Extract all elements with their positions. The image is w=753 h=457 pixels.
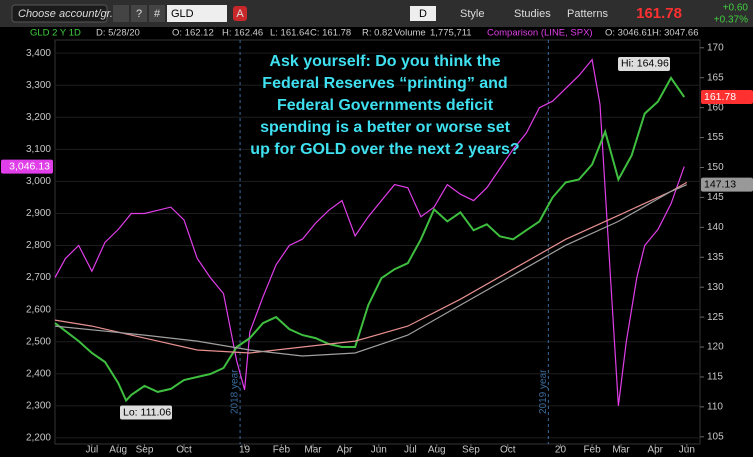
y2-tick-label: 155 [707, 132, 724, 143]
last-price: 161.78 [636, 5, 682, 22]
period-box[interactable] [410, 6, 436, 21]
x-tick-label: Mar [304, 445, 322, 456]
x-tick-label: Feb [583, 445, 601, 456]
y-tick-label: 2,500 [26, 336, 51, 347]
y-tick-label: 3,300 [26, 80, 51, 91]
y-tick-label: 3,000 [26, 176, 51, 187]
y2-tick-label: 110 [707, 402, 723, 413]
y-tick-label: 3,400 [26, 48, 51, 59]
annotation: Federal Governments deficit [277, 97, 494, 114]
plot-border [54, 39, 701, 445]
x-tick-label: Aug [428, 445, 446, 456]
annotation: Ask yourself: Do you think the [269, 53, 500, 70]
y-tick-label: 2,300 [26, 400, 51, 411]
x-tick-label: Jun [371, 445, 387, 456]
series-line [54, 184, 688, 357]
y-tick-label: 2,400 [26, 368, 51, 379]
spx-tag-box [1, 159, 53, 174]
ma-tag: 147.13 [704, 178, 736, 190]
series-line [54, 181, 688, 354]
x-tick-label: Sep [136, 445, 154, 456]
patterns-button[interactable]: Patterns [567, 8, 608, 20]
y-tick-label: 3,100 [26, 144, 51, 155]
hash-button[interactable] [149, 5, 165, 22]
info-field: Comparison (LINE, SPX) [487, 28, 593, 39]
info-field: D: 5/28/20 [96, 28, 140, 39]
x-tick-label: Feb [273, 445, 291, 456]
alert-button[interactable] [233, 6, 247, 21]
ma-tag-box [701, 177, 753, 192]
link-button[interactable] [113, 5, 129, 22]
alert[interactable]: A [236, 8, 244, 20]
annotation: spending is a better or worse set [260, 119, 511, 136]
info-field: O: 162.12 [172, 28, 214, 39]
y2-tick-label: 150 [707, 162, 724, 173]
lo-label-box [120, 405, 172, 420]
spx-tag: 3,046.13 [9, 160, 50, 172]
y2-tick-label: 170 [707, 42, 724, 53]
hash[interactable]: # [154, 8, 161, 20]
change-pct: +0.37% [714, 15, 748, 26]
x-tick-label: 20 [555, 445, 567, 456]
help[interactable]: ? [136, 8, 142, 20]
y-tick-label: 2,600 [26, 304, 51, 315]
lo-label: Lo: 111.06 [123, 406, 171, 418]
year-label: 2019 year [538, 369, 549, 414]
info-field: O: 3046.61 [605, 28, 652, 39]
x-tick-label: Jul [85, 445, 98, 456]
symbol[interactable]: GLD [171, 8, 194, 20]
studies-button[interactable]: Studies [514, 8, 551, 20]
y2-tick-label: 125 [707, 312, 724, 323]
x-tick-label: Apr [647, 445, 663, 456]
year-label: 2018 year [230, 369, 241, 414]
change: +0.60 [723, 3, 749, 14]
y2-tick-label: 105 [707, 431, 724, 442]
last-tag-box [701, 89, 753, 104]
y2-tick-label: 130 [707, 282, 724, 293]
y-tick-label: 3,200 [26, 112, 51, 123]
x-tick-label: Oct [176, 445, 192, 456]
x-tick-label: Jul [404, 445, 417, 456]
y-tick-label: 2,200 [26, 433, 51, 444]
info-field: L: 161.64 [270, 28, 310, 39]
y-tick-label: 2,900 [26, 208, 51, 219]
x-tick-label: Jun [679, 445, 695, 456]
symbol-box[interactable] [167, 5, 227, 22]
style-button[interactable]: Style [460, 8, 484, 20]
hi-label: Hi: 164.96 [621, 58, 669, 70]
series-line [54, 76, 686, 403]
last-tag: 161.78 [704, 91, 736, 103]
x-tick-label: Aug [109, 445, 127, 456]
x-tick-label: 19 [239, 445, 251, 456]
x-tick-label: Apr [337, 445, 353, 456]
info-field: C: 161.78 [310, 28, 351, 39]
account[interactable]: Choose account/gr... [18, 8, 119, 20]
y2-tick-label: 135 [707, 252, 724, 263]
y2-tick-label: 165 [707, 72, 724, 83]
info-field: Volume [394, 28, 426, 39]
x-tick-label: Oct [500, 445, 516, 456]
info-field: H: 162.46 [222, 28, 263, 39]
x-tick-label: Sep [462, 445, 480, 456]
series-line [54, 58, 685, 406]
account-box[interactable] [11, 4, 108, 23]
y2-tick-label: 140 [707, 222, 724, 233]
info-field: GLD 2 Y 1D [30, 28, 81, 39]
info-field: 1,775,711 [430, 28, 472, 39]
period[interactable]: D [419, 8, 427, 20]
y2-tick-label: 145 [707, 192, 724, 203]
annotation: up for GOLD over the next 2 years? [250, 141, 519, 158]
x-tick-label: Mar [612, 445, 630, 456]
hi-label-box [618, 56, 670, 71]
y2-tick-label: 120 [707, 342, 724, 353]
annotation: Federal Reserves “printing” and [262, 75, 507, 92]
y2-tick-label: 115 [707, 372, 723, 383]
info-field: H: 3047.66 [652, 28, 698, 39]
y2-tick-label: 160 [707, 102, 724, 113]
info-field: R: 0.82 [362, 28, 393, 39]
y-tick-label: 2,800 [26, 240, 51, 251]
help-button[interactable] [131, 5, 147, 22]
y-tick-label: 2,700 [26, 272, 51, 283]
